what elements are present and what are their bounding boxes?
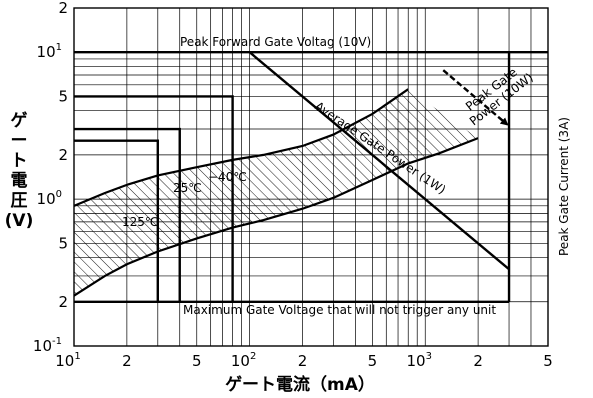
peak-forward-voltage-label: Peak Forward Gate Voltag (10V)	[180, 35, 371, 49]
y-tick-label-7: 10-1	[33, 336, 62, 355]
x-tick-label-6: 103	[407, 351, 432, 370]
hatched-trigger-region	[74, 89, 479, 296]
y-tick-label-3: 2	[58, 146, 68, 164]
y-tick-label-5: 5	[58, 234, 68, 252]
x-tick-label-4: 2	[298, 352, 308, 370]
x-tick-label-2: 5	[192, 352, 202, 370]
temp-minus40-label: −40℃	[208, 170, 247, 184]
x-tick-label-3: 102	[231, 351, 256, 370]
y-tick-label-2: 5	[58, 87, 68, 105]
y-axis-title-1: ー	[11, 131, 28, 151]
y-tick-label-6: 2	[58, 293, 68, 311]
y-axis-title-5: (V)	[5, 211, 34, 231]
y-axis-title-2: ト	[11, 151, 28, 171]
max-gate-voltage-label: Maximum Gate Voltage that will not trigg…	[183, 303, 496, 317]
y-axis-title-0: ゲ	[11, 110, 28, 131]
y-tick-label-4: 100	[37, 189, 62, 208]
y-tick-label-0: 2	[58, 0, 68, 17]
hatch-area	[74, 89, 479, 296]
limit-lines	[74, 51, 548, 303]
temp-125-label: 125℃	[122, 215, 158, 229]
peak-gate-current-label: Peak Gate Current (3A)	[557, 117, 571, 256]
x-tick-label-7: 2	[473, 352, 483, 370]
x-tick-label-1: 2	[122, 352, 132, 370]
plot-frame	[73, 7, 549, 347]
curves	[73, 88, 479, 297]
peak-gate-power-label: Peak GatePower (10W)	[458, 59, 536, 128]
trigger-box-2	[74, 139, 159, 302]
x-tick-label-8: 5	[543, 352, 553, 370]
x-tick-label-0: 101	[55, 351, 80, 370]
x-tick-label-5: 5	[368, 352, 378, 370]
peak-gate-power-line	[442, 69, 509, 126]
y-axis-title-3: 電	[11, 171, 28, 191]
y-axis-title-4: 圧	[11, 191, 28, 211]
lower-curve	[73, 137, 479, 297]
average-gate-power-line	[248, 51, 510, 271]
upper-curve	[73, 88, 409, 207]
x-axis-title: ゲート電流（mA）	[225, 374, 375, 395]
trigger-box-0	[74, 95, 234, 302]
y-tick-label-1: 101	[37, 42, 62, 61]
temp-25-label: 25℃	[173, 181, 202, 195]
